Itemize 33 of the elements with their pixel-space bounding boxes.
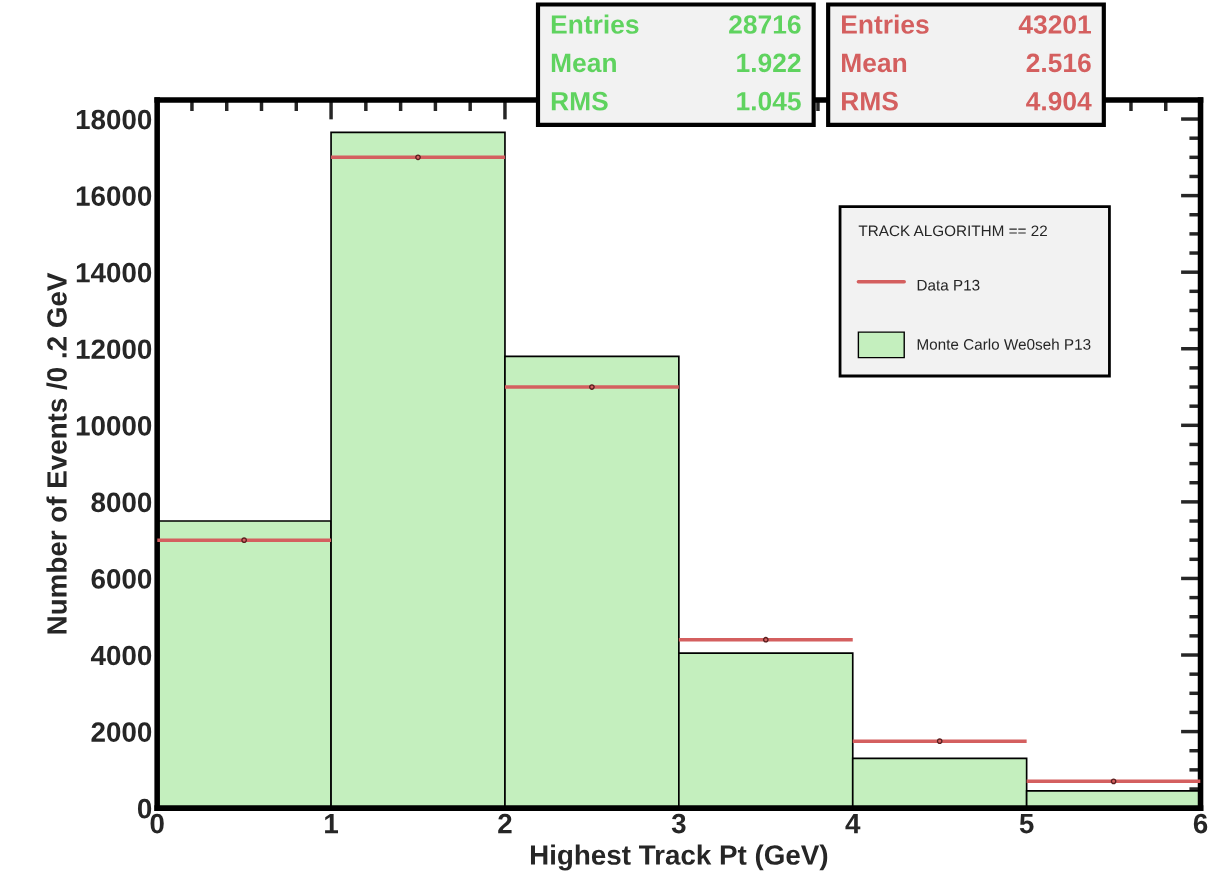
legend-label: Monte Carlo We0seh P13 — [917, 338, 1091, 350]
y-tick-label: 4000 — [90, 645, 152, 666]
point — [762, 636, 769, 643]
point — [415, 154, 421, 161]
x-tick-label: 5 — [1019, 814, 1034, 834]
text: Mean 1.922 — [551, 53, 801, 73]
y-tick-label: 2000 — [91, 722, 152, 742]
text: RMS 1.045 — [551, 91, 801, 111]
legend-label: Data P13 — [917, 279, 980, 291]
y-axis-title: Number of Events /0 .2 GeV — [46, 272, 68, 634]
point — [936, 738, 943, 745]
text: RMS 4.904 — [842, 91, 1092, 111]
x-tick-label: 4 — [845, 814, 861, 834]
x-tick-label: 2 — [498, 813, 512, 834]
y-tick-label: 8000 — [91, 492, 152, 513]
text: Mean 2.516 — [842, 53, 1091, 73]
point — [1110, 778, 1117, 785]
y-tick-label: 6000 — [91, 569, 152, 589]
legend-title: TRACK ALGORITHM == 22 — [858, 225, 1047, 237]
text: Entries 43201 — [842, 14, 1091, 34]
y-tick-label: 12000 — [76, 339, 152, 360]
y-tick-label: 18000 — [76, 109, 152, 130]
y-tick-label: 14000 — [76, 262, 152, 283]
point — [589, 384, 595, 390]
x-tick-label: 3 — [671, 813, 686, 834]
x-tick-label: 6 — [1193, 813, 1208, 834]
y-tick-label: 16000 — [76, 186, 152, 206]
y-tick-label: 0 — [137, 798, 152, 819]
text: Entries 28716 — [551, 14, 801, 34]
y-tick-label: 10000 — [76, 415, 152, 436]
point — [241, 537, 248, 544]
x-tick-label: 1 — [325, 814, 339, 834]
x-axis-title: Highest Track Pt (GeV) — [530, 844, 828, 871]
